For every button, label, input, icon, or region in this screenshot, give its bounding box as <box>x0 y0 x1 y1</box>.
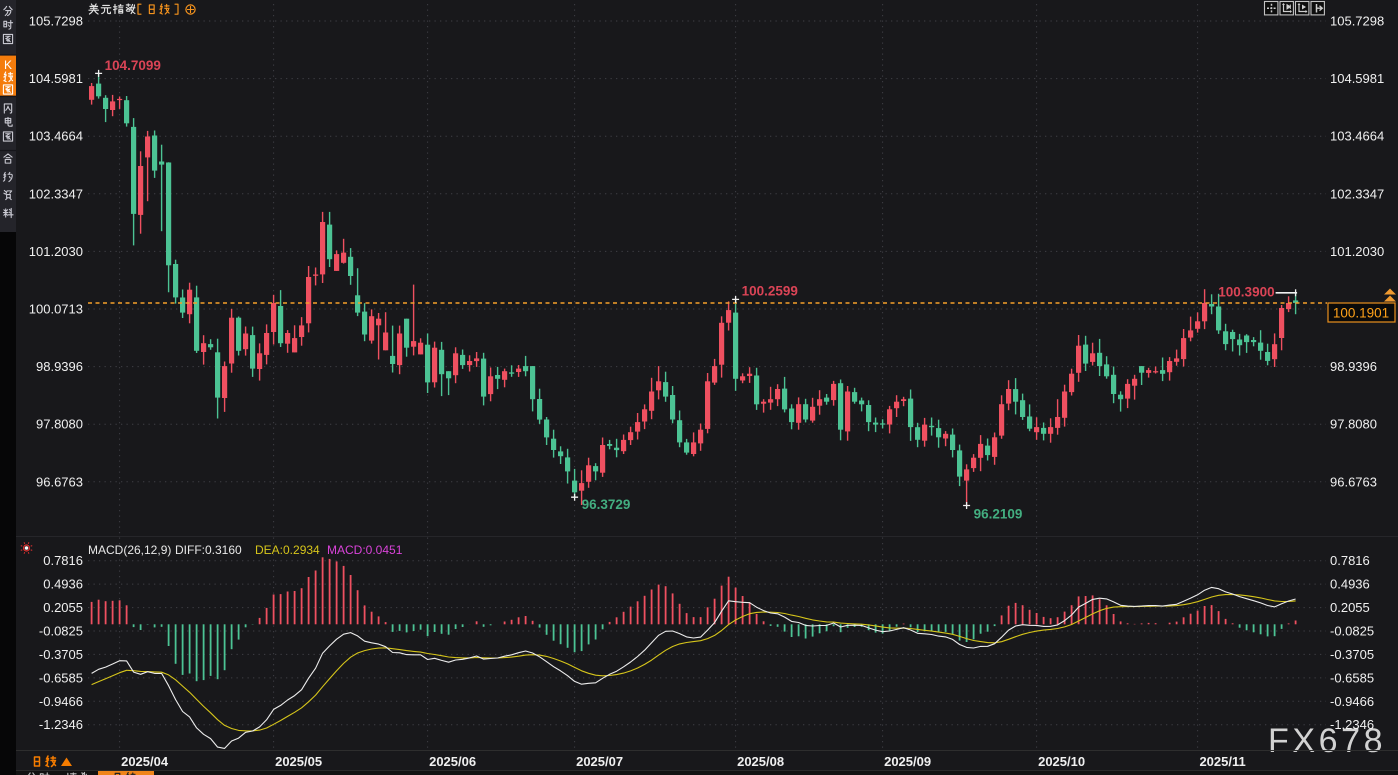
svg-text:0.4936: 0.4936 <box>1330 577 1370 592</box>
svg-text:2025/11: 2025/11 <box>1199 754 1245 769</box>
svg-text:2025/04: 2025/04 <box>121 754 169 769</box>
svg-text:-0.3705: -0.3705 <box>1330 647 1374 662</box>
svg-text:96.2109: 96.2109 <box>974 507 1023 522</box>
svg-text:2025/05: 2025/05 <box>275 754 322 769</box>
svg-text:104.7099: 104.7099 <box>105 58 161 73</box>
svg-text:97.8080: 97.8080 <box>36 417 83 432</box>
svg-text:2025/08: 2025/08 <box>737 754 784 769</box>
svg-text:-0.0825: -0.0825 <box>1330 624 1374 639</box>
svg-text:97.8080: 97.8080 <box>1330 417 1377 432</box>
svg-text:104.5981: 104.5981 <box>29 71 83 86</box>
svg-text:101.2030: 101.2030 <box>29 244 83 259</box>
svg-text:98.9396: 98.9396 <box>1330 359 1377 374</box>
svg-text:-0.9466: -0.9466 <box>39 694 83 709</box>
svg-text:0.4936: 0.4936 <box>43 577 83 592</box>
svg-text:101.2030: 101.2030 <box>1330 244 1384 259</box>
svg-text:-1.2346: -1.2346 <box>39 717 83 732</box>
svg-text:2025/06: 2025/06 <box>429 754 476 769</box>
svg-text:103.4664: 103.4664 <box>29 129 83 144</box>
svg-text:0.2055: 0.2055 <box>43 600 83 615</box>
svg-text:105.7298: 105.7298 <box>1330 14 1384 29</box>
svg-text:-0.6585: -0.6585 <box>39 670 83 685</box>
svg-text:0.2055: 0.2055 <box>1330 600 1370 615</box>
svg-text:100.0713: 100.0713 <box>29 302 83 317</box>
svg-text:98.9396: 98.9396 <box>36 359 83 374</box>
svg-text:-0.6585: -0.6585 <box>1330 670 1374 685</box>
svg-text:-1.2346: -1.2346 <box>1330 717 1374 732</box>
svg-text:DIFF:0.3160: DIFF:0.3160 <box>175 543 242 557</box>
svg-text:104.5981: 104.5981 <box>1330 71 1384 86</box>
svg-text:DEA:0.2934: DEA:0.2934 <box>255 543 320 557</box>
svg-text:102.3347: 102.3347 <box>29 186 83 201</box>
svg-text:2025/10: 2025/10 <box>1038 754 1085 769</box>
svg-text:105.7298: 105.7298 <box>29 14 83 29</box>
svg-text:-0.9466: -0.9466 <box>1330 694 1374 709</box>
svg-text:-0.0825: -0.0825 <box>39 624 83 639</box>
svg-text:MACD:0.0451: MACD:0.0451 <box>327 543 403 557</box>
svg-text:0.7816: 0.7816 <box>1330 553 1370 568</box>
svg-text:103.4664: 103.4664 <box>1330 129 1384 144</box>
svg-text:0.7816: 0.7816 <box>43 553 83 568</box>
svg-text:100.1901: 100.1901 <box>1333 306 1389 321</box>
svg-text:100.3900: 100.3900 <box>1218 284 1274 299</box>
svg-text:K: K <box>4 58 12 72</box>
svg-text:2025/09: 2025/09 <box>884 754 931 769</box>
svg-text:-0.3705: -0.3705 <box>39 647 83 662</box>
svg-text:FX678: FX678 <box>1268 722 1386 760</box>
svg-text:96.3729: 96.3729 <box>582 497 631 512</box>
svg-text:2025/07: 2025/07 <box>576 754 623 769</box>
svg-text:96.6763: 96.6763 <box>1330 474 1377 489</box>
svg-text:100.2599: 100.2599 <box>742 283 798 298</box>
svg-text:96.6763: 96.6763 <box>36 474 83 489</box>
svg-text:MACD(26,12,9): MACD(26,12,9) <box>88 543 171 557</box>
svg-text:102.3347: 102.3347 <box>1330 186 1384 201</box>
